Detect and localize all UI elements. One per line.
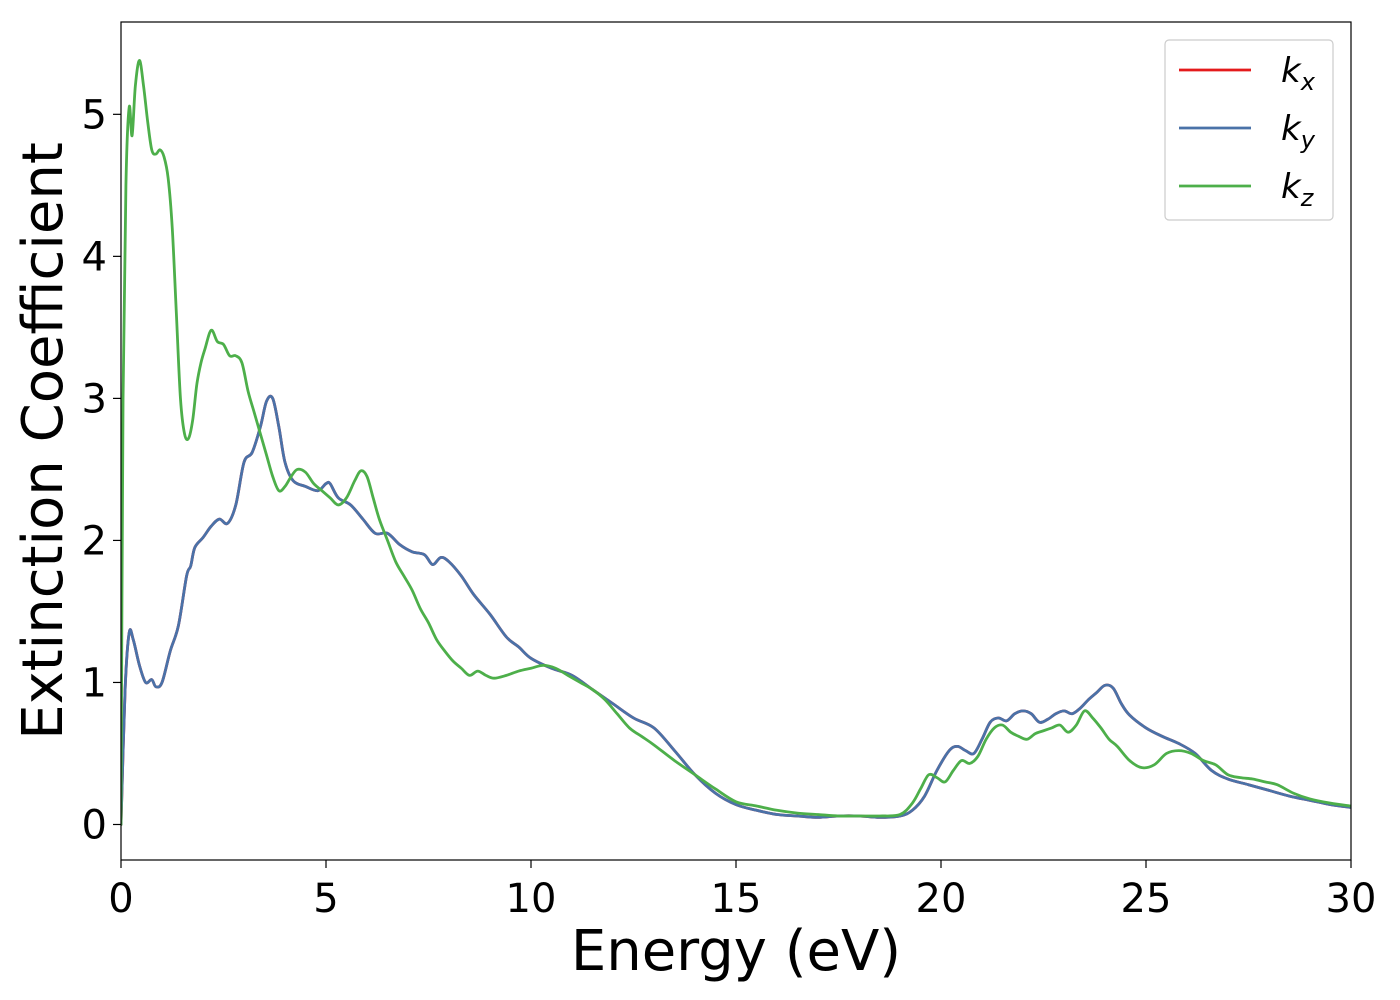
x-axis: 0 5 10 15 20 25 30	[108, 860, 1376, 922]
x-tick-label: 25	[1121, 876, 1172, 922]
y-axis: 0 1 2 3 4 5	[82, 92, 121, 848]
series-layer	[121, 58, 1351, 826]
legend-box	[1164, 39, 1334, 221]
y-axis-label: Extinction Coefficient	[11, 142, 76, 740]
x-tick-label: 10	[506, 876, 557, 922]
y-tick-label: 4	[82, 234, 107, 280]
y-tick-label: 2	[82, 518, 107, 564]
x-tick-label: 15	[711, 876, 762, 922]
legend-label-x: kx	[1281, 51, 1316, 96]
x-tick-label: 5	[313, 876, 338, 922]
y-tick-label: 1	[82, 660, 107, 706]
series-line-z	[121, 58, 1351, 826]
y-tick-label: 5	[82, 92, 107, 138]
x-axis-label: Energy (eV)	[571, 919, 901, 984]
legend-label-y: ky	[1281, 109, 1316, 154]
series-line-y	[121, 394, 1351, 826]
y-tick-label: 3	[82, 376, 107, 422]
x-tick-label: 0	[108, 876, 133, 922]
y-tick-label: 0	[82, 802, 107, 848]
x-tick-label: 30	[1326, 876, 1377, 922]
x-tick-label: 20	[916, 876, 967, 922]
legend-label-z: kz	[1281, 167, 1315, 212]
legend: kx ky kz	[1164, 39, 1334, 221]
